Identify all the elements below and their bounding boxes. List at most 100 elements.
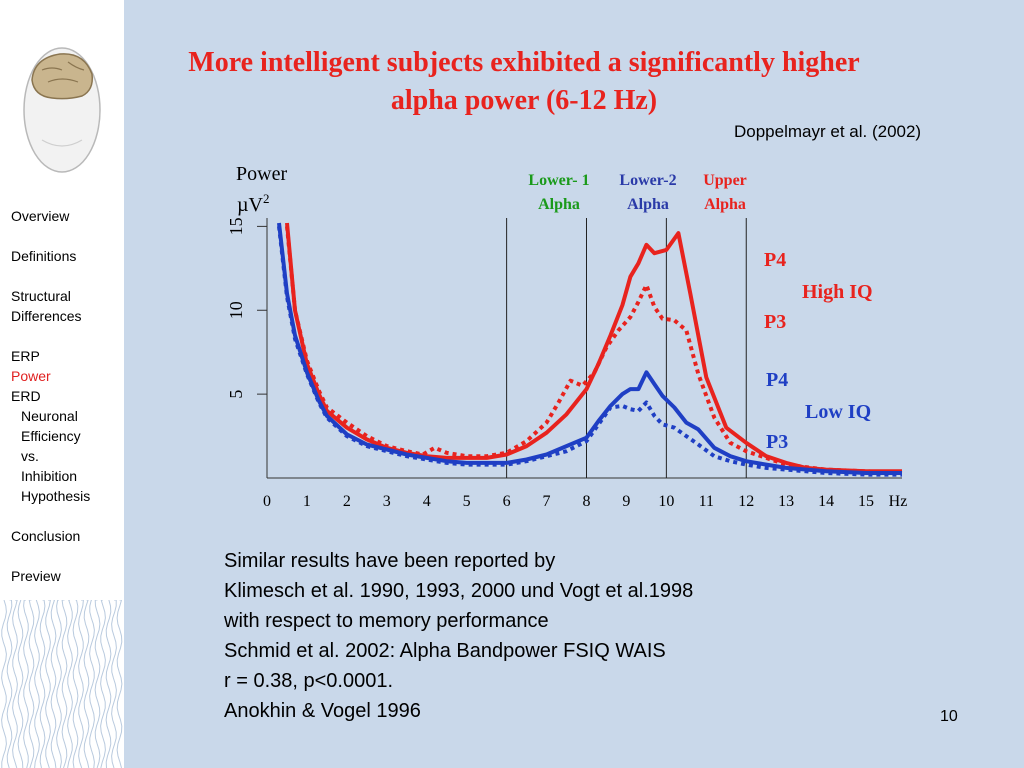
wave-stroke bbox=[61, 600, 68, 768]
wave-stroke bbox=[56, 600, 62, 768]
series-line bbox=[285, 222, 902, 474]
sidebar-item-efficiency[interactable]: Efficiency bbox=[21, 428, 81, 444]
x-tick-label: 15 bbox=[858, 493, 874, 510]
series-label: Low IQ bbox=[805, 401, 871, 423]
summary-text: Similar results have been reported by Kl… bbox=[224, 546, 693, 726]
x-tick-label: 6 bbox=[503, 493, 511, 510]
band-label-line1: Lower-2 bbox=[619, 172, 676, 189]
wave-stroke bbox=[89, 600, 95, 768]
slide-title: More intelligent subjects exhibited a si… bbox=[124, 44, 924, 120]
wave-stroke bbox=[111, 600, 117, 768]
x-tick-label: 5 bbox=[463, 493, 471, 510]
sidebar-item-erp[interactable]: ERP bbox=[11, 348, 40, 364]
sidebar-item-structural[interactable]: Structural bbox=[11, 288, 71, 304]
x-tick-label: 3 bbox=[383, 493, 391, 510]
sidebar-item-power[interactable]: Power bbox=[11, 368, 51, 384]
slide-title-line1: More intelligent subjects exhibited a si… bbox=[188, 47, 860, 78]
band-labels: Lower- 1 Alpha Lower-2 Alpha Upper Alpha bbox=[528, 172, 746, 213]
sidebar-item-differences[interactable]: Differences bbox=[11, 308, 82, 324]
wave-stroke bbox=[12, 600, 18, 768]
wave-stroke bbox=[105, 600, 112, 768]
brain-head-illustration bbox=[23, 47, 101, 173]
band-label-line2: Alpha bbox=[704, 196, 746, 213]
series-line bbox=[277, 226, 902, 477]
x-tick-label: 8 bbox=[582, 493, 590, 510]
wave-stroke bbox=[34, 600, 40, 768]
wave-stroke bbox=[116, 600, 123, 768]
x-tick-label: 9 bbox=[622, 493, 630, 510]
summary-line-2: Klimesch et al. 1990, 1993, 2000 und Vog… bbox=[224, 580, 694, 602]
wave-stroke bbox=[94, 600, 101, 768]
summary-line-4: Schmid et al. 2002: Alpha Bandpower FSIQ… bbox=[224, 640, 666, 662]
wave-stroke bbox=[100, 600, 106, 768]
y-axis-unit-text: µV bbox=[237, 194, 264, 216]
x-tick-label: 14 bbox=[818, 493, 834, 510]
series-label: P4 bbox=[764, 249, 786, 271]
sidebar-item-overview[interactable]: Overview bbox=[11, 208, 70, 224]
wave-stroke bbox=[28, 600, 35, 768]
band-label-line1: Lower- 1 bbox=[528, 172, 589, 189]
x-tick-label: 2 bbox=[343, 493, 351, 510]
wave-stroke bbox=[1, 600, 7, 768]
sidebar-item-definitions[interactable]: Definitions bbox=[11, 248, 77, 264]
y-tick-label: 15 bbox=[226, 217, 246, 235]
x-axis-unit: Hz bbox=[889, 493, 908, 510]
sidebar-item-hypothesis[interactable]: Hypothesis bbox=[21, 488, 91, 504]
x-tick-label: 1 bbox=[303, 493, 311, 510]
x-tick-label: 13 bbox=[778, 493, 794, 510]
wave-stroke bbox=[23, 600, 29, 768]
wave-stroke bbox=[67, 600, 73, 768]
series-label: P3 bbox=[766, 431, 788, 453]
series-label: P4 bbox=[766, 369, 788, 391]
summary-line-3: with respect to memory performance bbox=[224, 610, 549, 632]
y-tick-label: 5 bbox=[226, 390, 246, 399]
wave-stroke bbox=[83, 600, 90, 768]
summary-line-1: Similar results have been reported by bbox=[224, 550, 556, 572]
y-axis-title-line1: Power bbox=[236, 163, 287, 185]
sidebar-item-neuronal[interactable]: Neuronal bbox=[21, 408, 78, 424]
citation: Doppelmayr et al. (2002) bbox=[734, 122, 922, 141]
sidebar-item-inhibition[interactable]: Inhibition bbox=[21, 468, 78, 484]
y-tick-label: 10 bbox=[226, 301, 246, 319]
slide-canvas bbox=[124, 0, 1024, 768]
sidebar-nav: Overview Definitions Structural Differen… bbox=[11, 206, 121, 586]
y-axis-unit-sup: 2 bbox=[263, 191, 270, 206]
wave-stroke bbox=[50, 600, 57, 768]
y-axis-unit: µV2 bbox=[237, 191, 269, 216]
band-label-line1: Upper bbox=[703, 172, 747, 189]
wave-stroke bbox=[45, 600, 51, 768]
summary-line-5: r = 0.38, p<0.0001. bbox=[224, 670, 394, 692]
slide-title-line2: alpha power (6-12 Hz) bbox=[390, 85, 658, 116]
series-label: P3 bbox=[764, 311, 786, 333]
sidebar: Overview Definitions Structural Differen… bbox=[0, 0, 124, 768]
x-tick-label: 10 bbox=[658, 493, 674, 510]
decorative-wave-pattern bbox=[1, 600, 123, 768]
band-label-line2: Alpha bbox=[627, 196, 669, 213]
series-line bbox=[285, 226, 903, 475]
wave-stroke bbox=[78, 600, 84, 768]
sidebar-item-erd[interactable]: ERD bbox=[11, 388, 41, 404]
x-tick-label: 4 bbox=[423, 493, 431, 510]
series-labels: P4 High IQ P3 P4 Low IQ P3 bbox=[764, 249, 873, 453]
x-tick-label: 7 bbox=[543, 493, 551, 510]
chart-series bbox=[277, 222, 903, 477]
band-lines bbox=[506, 218, 747, 478]
summary-line-6: Anokhin & Vogel 1996 bbox=[224, 700, 421, 722]
wave-stroke bbox=[72, 600, 79, 768]
y-axis-title: Power bbox=[236, 163, 287, 185]
x-tick-label: 0 bbox=[263, 493, 271, 510]
x-tick-label: 11 bbox=[699, 493, 714, 510]
slide-number: 10 bbox=[940, 708, 958, 725]
wave-stroke bbox=[6, 600, 13, 768]
sidebar-item-vs[interactable]: vs. bbox=[21, 448, 39, 464]
series-line bbox=[277, 222, 902, 475]
sidebar-item-preview[interactable]: Preview bbox=[11, 568, 61, 584]
band-label-line2: Alpha bbox=[538, 196, 580, 213]
x-tick-label: 12 bbox=[738, 493, 754, 510]
wave-stroke bbox=[39, 600, 46, 768]
wave-stroke bbox=[17, 600, 24, 768]
sidebar-item-conclusion[interactable]: Conclusion bbox=[11, 528, 81, 544]
series-label: High IQ bbox=[802, 281, 873, 303]
